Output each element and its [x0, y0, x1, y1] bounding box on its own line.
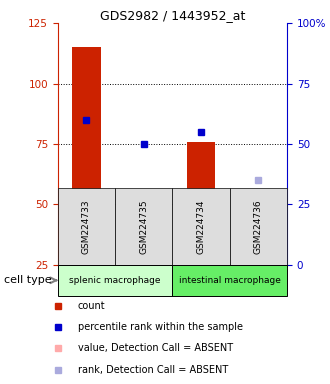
- Bar: [244, 265, 273, 321]
- Bar: [115, 188, 173, 265]
- Bar: [58, 265, 173, 296]
- Text: percentile rank within the sample: percentile rank within the sample: [78, 322, 243, 333]
- Title: GDS2982 / 1443952_at: GDS2982 / 1443952_at: [100, 9, 245, 22]
- Text: intestinal macrophage: intestinal macrophage: [179, 276, 281, 285]
- Text: GSM224733: GSM224733: [82, 199, 91, 254]
- Text: count: count: [78, 301, 106, 311]
- Bar: [173, 265, 287, 296]
- Bar: [129, 224, 158, 265]
- Bar: [72, 47, 101, 265]
- Text: GSM224736: GSM224736: [254, 199, 263, 254]
- Text: cell type: cell type: [4, 275, 51, 285]
- Bar: [230, 188, 287, 265]
- Bar: [173, 188, 230, 265]
- Text: GSM224734: GSM224734: [197, 199, 206, 254]
- Bar: [58, 188, 115, 265]
- Text: rank, Detection Call = ABSENT: rank, Detection Call = ABSENT: [78, 364, 228, 375]
- Bar: [187, 142, 215, 265]
- Text: splenic macrophage: splenic macrophage: [69, 276, 161, 285]
- Text: value, Detection Call = ABSENT: value, Detection Call = ABSENT: [78, 343, 233, 354]
- Text: GSM224735: GSM224735: [139, 199, 148, 254]
